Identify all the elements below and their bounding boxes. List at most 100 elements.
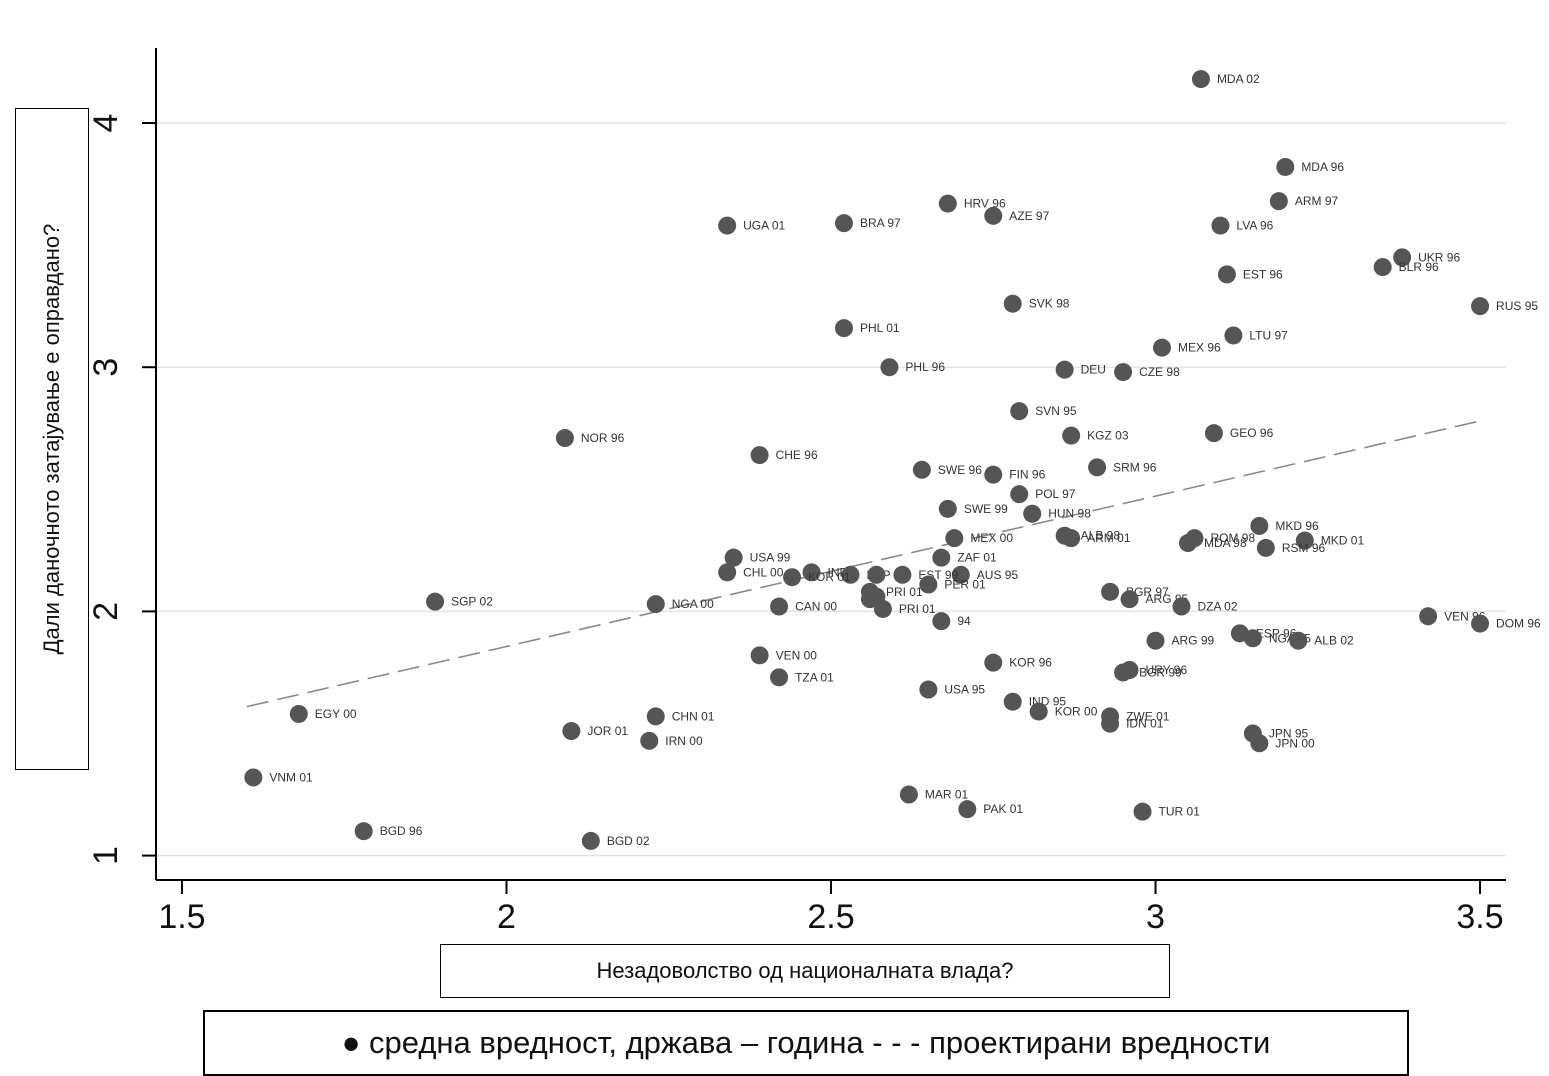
data-point [581, 831, 600, 850]
data-point [1101, 582, 1120, 601]
data-point [1373, 258, 1392, 277]
point-label: JPN 95 [1269, 726, 1309, 740]
data-point [912, 460, 931, 479]
point-label: IDN 01 [1126, 717, 1164, 731]
data-point [770, 597, 789, 616]
data-point [1088, 458, 1107, 477]
point-label: ARG 99 [1172, 634, 1215, 648]
data-point [646, 595, 665, 614]
data-point [1217, 265, 1236, 284]
point-label: ESP 96 [1256, 626, 1297, 640]
point-label: ZWE 01 [1126, 709, 1170, 723]
data-point [1393, 248, 1412, 267]
point-label: ARM 01 [1087, 531, 1131, 545]
fit-line-group [246, 420, 1481, 708]
point-label: KOR 01 [808, 570, 851, 584]
point-label: ZAF 01 [957, 551, 997, 565]
point-label: KOR 00 [1055, 705, 1098, 719]
legend: ● средна вредност, држава – година - - -… [203, 1010, 1409, 1076]
data-point [1023, 504, 1042, 523]
data-point [834, 214, 853, 233]
y-axis-label: Дали даночното затајување е оправдано? [39, 223, 64, 655]
data-point [1276, 157, 1295, 176]
point-label: URY 96 [1146, 663, 1188, 677]
gridlines [156, 122, 1506, 857]
data-point [1114, 363, 1133, 382]
data-point [1010, 402, 1029, 421]
y-tick-label: 3 [87, 358, 125, 377]
data-point [1003, 294, 1022, 313]
point-label: RSM 96 [1282, 541, 1326, 555]
point-label: PRI 01 [886, 585, 923, 599]
data-point [1419, 607, 1438, 626]
point-label: ALB 98 [1081, 529, 1121, 543]
data-point [354, 822, 373, 841]
point-label: CHL 00 [743, 565, 784, 579]
data-point [1172, 597, 1191, 616]
data-point [1250, 734, 1269, 753]
point-label: USA 99 [750, 551, 791, 565]
data-point [938, 499, 957, 518]
point-label: UGA 01 [743, 219, 785, 233]
point-label: POL 97 [1035, 487, 1076, 501]
point-label: UKR 96 [1418, 250, 1460, 264]
data-point [834, 319, 853, 338]
data-point [951, 565, 970, 584]
data-point [770, 668, 789, 687]
point-label: SGP 02 [451, 595, 493, 609]
data-point [958, 800, 977, 819]
data-point [945, 529, 964, 548]
point-label: SWE 99 [964, 502, 1008, 516]
axes: 1 2 3 4 1.5 2 2.5 3 3.5 [87, 48, 1506, 936]
point-label: PHL 96 [905, 360, 945, 374]
point-label: TUR 01 [1159, 805, 1201, 819]
point-label: VEN 00 [776, 648, 818, 662]
y-tick-label: 1 [87, 846, 125, 865]
point-label: MDA 98 [1204, 536, 1247, 550]
x-tick-label: 3 [1146, 898, 1165, 936]
point-label: IRN 00 [665, 734, 703, 748]
point-label: SRM 96 [1113, 460, 1157, 474]
point-label: RUS 95 [1496, 299, 1538, 313]
data-point [562, 722, 581, 741]
data-point [750, 646, 769, 665]
fit-line [246, 420, 1481, 708]
point-label: BGD 02 [607, 834, 650, 848]
y-tick-label: 4 [87, 114, 125, 133]
point-label: SVN 95 [1035, 404, 1077, 418]
data-point [1224, 326, 1243, 345]
point-label: DEU [1081, 363, 1106, 377]
point-label: HRV 96 [964, 197, 1006, 211]
point-label: VNM 01 [269, 770, 313, 784]
point-label: ROM 98 [1210, 531, 1255, 545]
data-point [1062, 529, 1081, 548]
point-label: MAR 01 [925, 788, 969, 802]
data-point [860, 590, 879, 609]
point-label: MEX 00 [970, 531, 1013, 545]
data-point [984, 206, 1003, 225]
data-point [867, 565, 886, 584]
data-point [919, 680, 938, 699]
data-point [1256, 538, 1275, 557]
point-label: DOM 96 [1496, 617, 1541, 631]
data-point [893, 565, 912, 584]
x-tick-label: 2.5 [807, 898, 854, 936]
data-point [724, 548, 743, 567]
point-label: MEX 96 [1178, 341, 1221, 355]
y-tick-label: 2 [87, 602, 125, 621]
data-point [932, 612, 951, 631]
data-point [783, 568, 802, 587]
data-point [1010, 485, 1029, 504]
point-label: KGZ 03 [1087, 429, 1129, 443]
point-label: SWE 96 [938, 463, 982, 477]
point-label: NOR 96 [581, 431, 625, 445]
data-point [1471, 297, 1490, 316]
point-label: EGY 00 [315, 707, 357, 721]
legend-text: ● средна вредност, држава – година - - -… [341, 1025, 1271, 1060]
point-label: MDA 96 [1301, 160, 1344, 174]
data-point [1204, 424, 1223, 443]
data-point [244, 768, 263, 787]
x-tick-label: 1.5 [158, 898, 205, 936]
data-point [1471, 614, 1490, 633]
point-label: JPN 00 [1275, 736, 1315, 750]
